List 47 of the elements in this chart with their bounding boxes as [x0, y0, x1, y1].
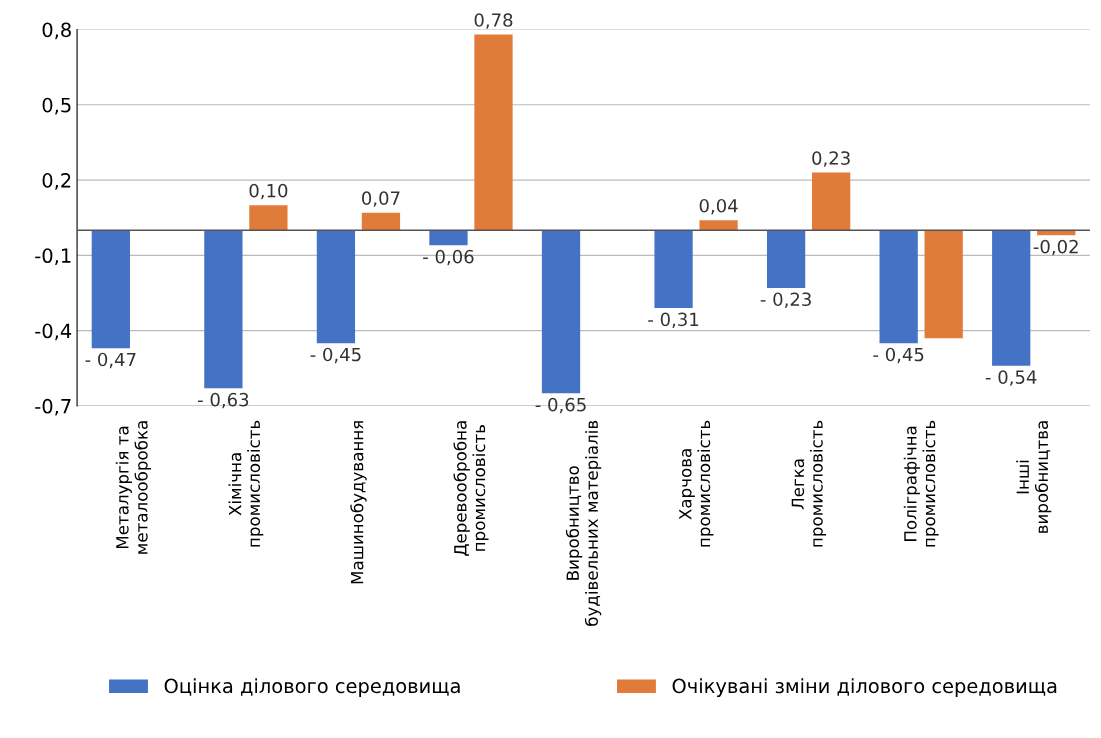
legend-label: Оцінка ділового середовища	[164, 678, 460, 698]
x-tick-label: Інші виробництва	[1016, 421, 1052, 533]
bar	[541, 230, 581, 394]
x-tick-label: Легка промисловість	[791, 420, 827, 547]
data-label: - 0,47	[85, 352, 136, 369]
y-tick-label: 0,2	[42, 173, 71, 190]
data-label: - 0,65	[535, 397, 586, 414]
bar	[474, 34, 513, 231]
x-tick-label: Харчова промисловість	[679, 420, 714, 547]
y-tick-label: 0,5	[42, 97, 71, 115]
bar	[249, 205, 288, 231]
x-tick-label: Поліграфічна промисловість	[903, 420, 939, 547]
x-tick-label: Машинобудування	[350, 421, 367, 584]
data-label: - 0,54	[985, 370, 1037, 386]
y-tick-label: -0,4	[35, 323, 72, 341]
data-label: -0,02	[1033, 239, 1078, 256]
bar	[766, 230, 806, 288]
y-tick-label: -0,7	[35, 398, 71, 416]
data-label: 0,10	[249, 183, 288, 200]
data-label: - 0,31	[648, 312, 699, 329]
bar	[654, 230, 693, 309]
data-label: - 0,23	[760, 292, 811, 308]
data-label: - 0,06	[423, 249, 474, 266]
bar	[992, 230, 1031, 366]
bar	[924, 230, 963, 339]
bar	[812, 172, 851, 231]
bar	[429, 230, 468, 246]
data-label: 0,04	[699, 198, 738, 215]
data-label: - 0,45	[310, 347, 361, 364]
y-tick-label: 0,8	[42, 22, 71, 40]
data-label: 0,78	[474, 13, 513, 29]
bar	[699, 220, 738, 231]
data-label: - 0,45	[873, 347, 924, 364]
y-tick-label: -0,1	[35, 248, 71, 265]
bar	[361, 212, 401, 231]
x-tick-label: Металургія та металообробка	[115, 421, 151, 554]
x-tick-label: Деревообробна промисловість	[453, 421, 489, 556]
x-tick-label: Хімічна промисловість	[228, 420, 264, 547]
data-label: 0,07	[362, 191, 400, 207]
bar	[91, 230, 130, 349]
bar	[879, 230, 918, 344]
bar	[204, 230, 243, 389]
bar	[316, 230, 356, 344]
x-tick-label: Виробництво будівельних матеріалів	[565, 420, 602, 626]
data-label: 0,23	[812, 151, 850, 167]
data-label: - 0,63	[198, 392, 249, 409]
legend-label: Очікувані зміни ділового середовища	[672, 678, 1057, 698]
